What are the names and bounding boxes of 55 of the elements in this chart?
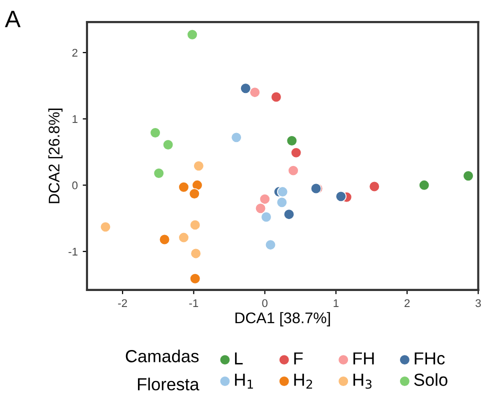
point (286, 135, 298, 146)
point (418, 180, 430, 191)
point (259, 194, 270, 205)
point (193, 160, 204, 172)
point (288, 165, 299, 176)
point (150, 127, 161, 138)
point (277, 186, 288, 198)
x-tick-label: -2 (118, 299, 127, 308)
point (158, 234, 170, 246)
x-tick-label: 3 (476, 299, 481, 308)
point (260, 211, 272, 223)
y-tick-label: 1 (72, 115, 78, 123)
point (162, 139, 174, 150)
point (100, 221, 112, 233)
point (190, 219, 201, 231)
point (240, 82, 252, 94)
point (192, 180, 203, 191)
x-tick-label: 1 (334, 299, 339, 308)
y-tick-label: 2 (72, 48, 78, 57)
x-tick-label: 2 (404, 299, 410, 308)
legend-label: FH (353, 352, 374, 364)
y-tick-label: -1 (68, 248, 78, 256)
point (178, 232, 190, 244)
point (188, 188, 200, 200)
point (264, 239, 276, 250)
y-axis-title: DCA2 [26.8%] (48, 108, 63, 204)
x-axis-title: DCA1 [38.7%] (235, 312, 330, 326)
point (190, 273, 201, 284)
point (249, 86, 260, 98)
text: Floresta (138, 378, 200, 390)
point (335, 190, 347, 202)
legend-label: F (294, 352, 303, 364)
chart-title: A (4, 10, 21, 28)
point (276, 196, 288, 208)
point (190, 248, 202, 260)
y-tick-label: 0 (72, 181, 78, 190)
x-tick-label: 0 (262, 299, 268, 308)
point (254, 202, 266, 214)
legend-label: H$_{1}$ (235, 374, 253, 389)
point (153, 168, 164, 179)
legend-label: L (235, 352, 243, 364)
point (283, 208, 295, 220)
point (368, 180, 380, 192)
point (290, 147, 302, 158)
point (270, 91, 282, 103)
point (462, 170, 474, 182)
point (178, 182, 190, 193)
legend-label: H$_{2}$ (294, 374, 312, 389)
x-tick-label: -1 (189, 299, 198, 308)
text: Camadas (126, 350, 199, 362)
legend-label: H$_{3}$ (353, 374, 372, 389)
legend-label: FHc (414, 352, 445, 365)
point (230, 132, 242, 143)
point (186, 29, 198, 40)
legend-label: Solo (414, 373, 448, 386)
